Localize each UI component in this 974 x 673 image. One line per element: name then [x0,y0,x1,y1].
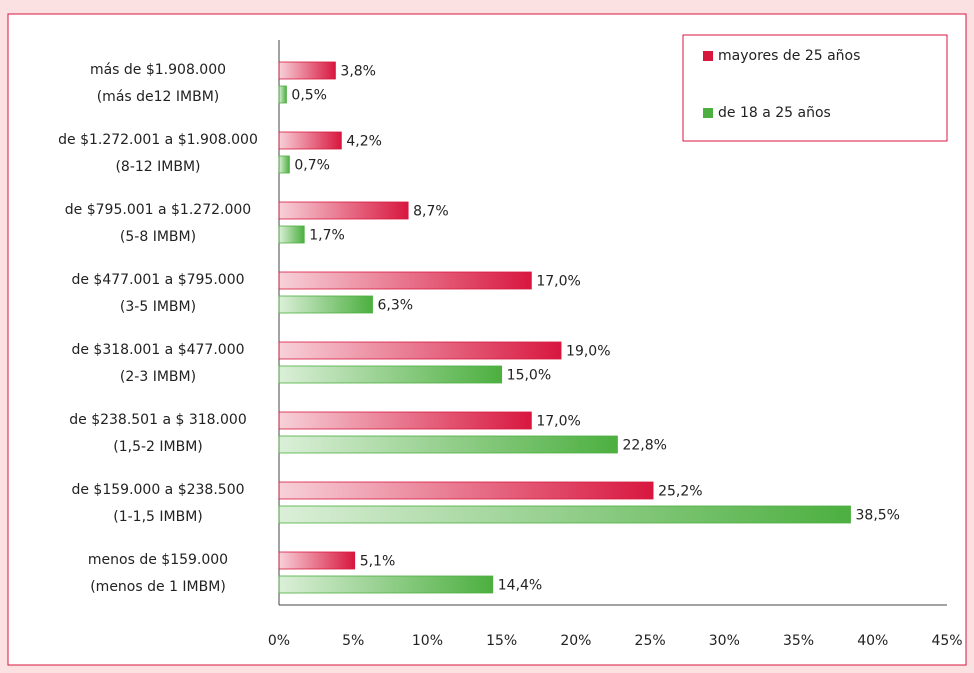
bar [278,505,851,524]
legend-swatch [703,108,713,118]
value-label: 8,7% [413,204,449,220]
bar [278,271,532,290]
bar [278,201,409,220]
value-label: 4,2% [346,134,382,150]
y-tick-label: (más de12 IMBM) [97,89,220,105]
y-tick-label: (1,5-2 IMBM) [113,439,203,455]
bar [278,225,305,244]
x-tick-label: 15% [486,633,517,649]
legend-label: mayores de 25 años [718,48,860,64]
y-tick-label: de $159.000 a $238.500 [71,482,244,498]
value-label: 15,0% [507,368,551,384]
y-tick-label: (5-8 IMBM) [120,229,196,245]
y-tick-label: (8-12 IMBM) [115,159,200,175]
value-label: 17,0% [536,414,580,430]
y-tick-label: de $318.001 a $477.000 [71,342,244,358]
y-tick-label: más de $1.908.000 [90,62,226,78]
x-tick-label: 10% [412,633,443,649]
x-tick-label: 0% [268,633,290,649]
x-tick-label: 25% [635,633,666,649]
value-label: 6,3% [378,298,414,314]
bar [278,481,654,500]
x-tick-label: 20% [560,633,591,649]
bar [278,575,494,594]
bar [278,435,618,454]
value-label: 25,2% [658,484,702,500]
legend-box [682,34,948,142]
bar [278,341,562,360]
y-tick-label: (menos de 1 IMBM) [90,579,226,595]
y-tick-label: de $1.272.001 a $1.908.000 [58,132,258,148]
x-tick-label: 40% [857,633,888,649]
bar [278,131,342,150]
value-label: 19,0% [566,344,610,360]
value-label: 5,1% [360,554,396,570]
y-tick-label: (2-3 IMBM) [120,369,196,385]
y-tick-label: (3-5 IMBM) [120,299,196,315]
bar [278,365,503,384]
bar [278,155,290,174]
value-label: 17,0% [536,274,580,290]
x-tick-label: 35% [783,633,814,649]
x-tick-label: 30% [709,633,740,649]
bar [278,295,373,314]
bar [278,85,287,104]
bar [278,411,532,430]
y-tick-label: menos de $159.000 [88,552,228,568]
y-tick-label: (1-1,5 IMBM) [113,509,203,525]
x-tick-label: 5% [342,633,364,649]
value-label: 22,8% [622,438,666,454]
value-label: 0,7% [294,158,330,174]
value-label: 14,4% [498,578,542,594]
value-label: 3,8% [340,64,376,80]
legend-label: de 18 a 25 años [718,105,831,121]
y-tick-label: de $238.501 a $ 318.000 [69,412,246,428]
value-label: 1,7% [309,228,345,244]
y-tick-label: de $795.001 a $1.272.000 [65,202,251,218]
legend-swatch [703,51,713,61]
value-label: 38,5% [856,508,900,524]
x-tick-label: 45% [931,633,962,649]
bar [278,551,356,570]
y-tick-label: de $477.001 a $795.000 [71,272,244,288]
value-label: 0,5% [291,88,327,104]
bar [278,61,336,80]
